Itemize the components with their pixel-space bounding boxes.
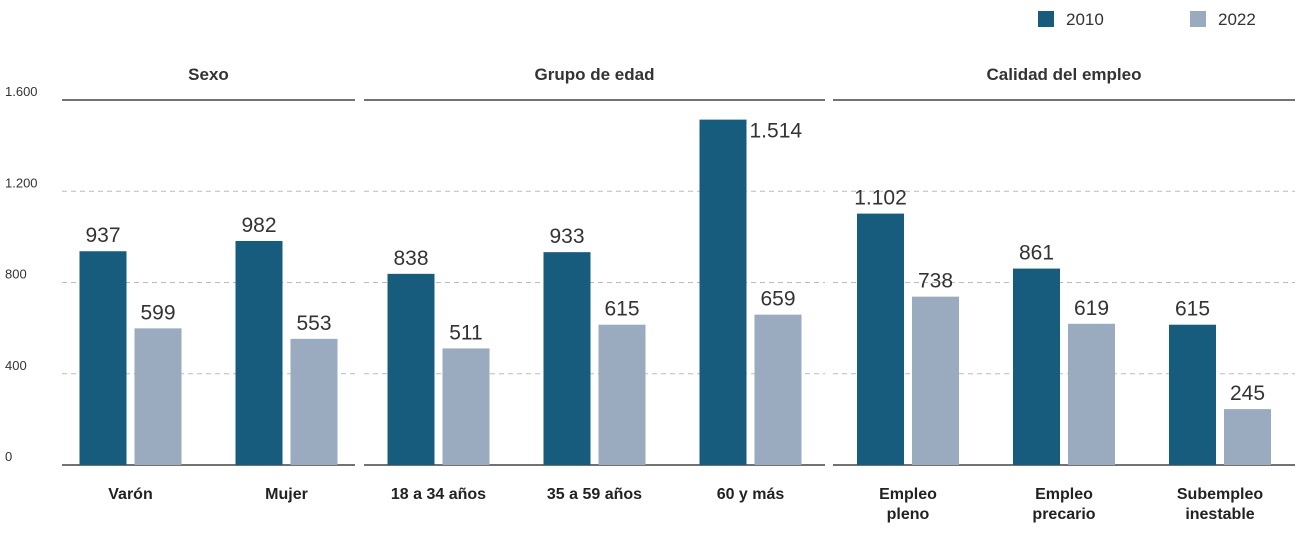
value-label: 1.102 <box>854 187 907 210</box>
y-tick-label: 1.600 <box>5 84 38 99</box>
bar <box>134 328 182 465</box>
value-label: 511 <box>449 321 482 344</box>
value-label: 861 <box>1019 242 1054 265</box>
bar <box>1169 324 1216 465</box>
x-tick-label: Mujer <box>265 486 308 503</box>
value-label: 615 <box>604 298 639 321</box>
value-label: 1.514 <box>750 120 803 143</box>
bar <box>699 119 747 466</box>
y-tick-label: 800 <box>5 267 27 282</box>
legend-swatch <box>1038 11 1054 27</box>
x-tick-label: Empleo pleno <box>879 486 937 523</box>
value-label: 933 <box>549 225 584 248</box>
panel-title: Grupo de edad <box>535 65 655 84</box>
value-label: 599 <box>140 301 175 324</box>
bar <box>543 252 591 465</box>
bar <box>290 338 338 465</box>
bar <box>857 213 904 465</box>
legend-label: 2022 <box>1218 10 1256 29</box>
bar <box>235 240 283 465</box>
y-tick-label: 1.200 <box>5 175 38 190</box>
bar <box>1224 409 1271 465</box>
legend-label: 2010 <box>1066 10 1104 29</box>
value-label: 838 <box>393 247 428 270</box>
x-tick-label: 35 a 59 años <box>546 486 643 503</box>
bar <box>79 251 127 465</box>
x-tick-label: 18 a 34 años <box>390 486 487 503</box>
bar <box>754 314 802 465</box>
x-tick-label: Varón <box>108 486 153 503</box>
value-label: 937 <box>85 224 120 247</box>
value-label: 553 <box>296 312 331 335</box>
legend-swatch <box>1190 11 1206 27</box>
y-tick-label: 0 <box>5 449 12 464</box>
value-label: 615 <box>1175 298 1210 321</box>
panel-title: Sexo <box>188 65 229 84</box>
value-label: 659 <box>760 288 795 311</box>
bar <box>912 296 959 465</box>
value-label: 738 <box>918 270 953 293</box>
bar <box>1068 323 1115 465</box>
bar <box>387 273 435 465</box>
panel-title: Calidad del empleo <box>987 65 1142 84</box>
bar <box>442 348 490 465</box>
x-tick-label: Subempleo inestable <box>1176 486 1264 523</box>
value-label: 245 <box>1230 382 1265 405</box>
value-label: 619 <box>1074 297 1109 320</box>
value-label: 982 <box>241 214 276 237</box>
x-tick-label: 60 y más <box>716 486 785 503</box>
bar <box>598 324 646 465</box>
bar <box>1013 268 1060 465</box>
y-tick-label: 400 <box>5 358 27 373</box>
x-tick-label: Empleo precario <box>1032 486 1096 523</box>
